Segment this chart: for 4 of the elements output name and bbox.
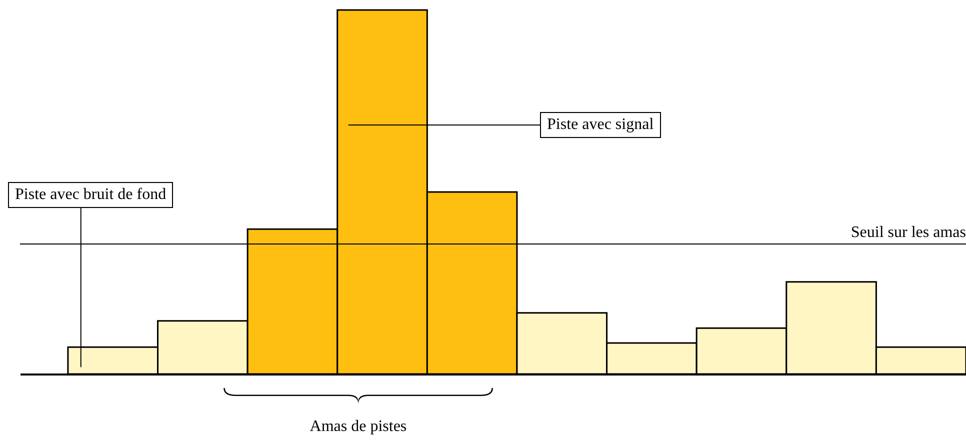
annotation: Piste avec bruit de fond (8, 182, 174, 208)
text: Amas de pistes (310, 418, 407, 436)
ref-line-label: Seuil sur les amas (850, 224, 966, 242)
annotation: Piste avec signal (540, 112, 661, 138)
